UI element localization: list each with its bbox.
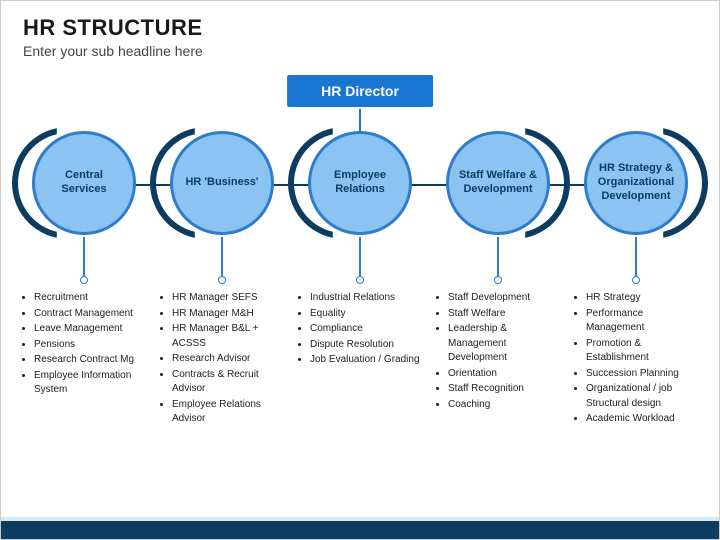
circle-node: Employee Relations (296, 131, 424, 284)
list-item: Contract Management (34, 307, 148, 322)
list-item: Academic Workload (586, 412, 700, 427)
list-item: Research Contract Mg (34, 353, 148, 368)
list-item: Equality (310, 307, 424, 322)
node-item-list: HR StrategyPerformance ManagementPromoti… (572, 291, 700, 428)
list-item: Staff Recognition (448, 382, 562, 397)
drop-connector (497, 237, 499, 277)
circle-label: Central Services (32, 131, 136, 235)
list-item: Orientation (448, 367, 562, 382)
node-item-list: Industrial RelationsEqualityComplianceDi… (296, 291, 424, 428)
list-item: Organizational / job Structural design (586, 382, 700, 411)
lists-row: RecruitmentContract ManagementLeave Mana… (1, 291, 719, 428)
drop-dot (632, 276, 640, 284)
node-item-list: HR Manager SEFSHR Manager M&HHR Manager … (158, 291, 286, 428)
drop-dot (356, 276, 364, 284)
drop-dot (218, 276, 226, 284)
org-diagram: HR Director Central Services HR 'Business… (1, 75, 719, 485)
circle-label: Employee Relations (308, 131, 412, 235)
list-item: HR Strategy (586, 291, 700, 306)
list-item: Staff Welfare (448, 307, 562, 322)
circle-node: HR Strategy & Organizational Development (572, 131, 700, 284)
circles-row: Central Services HR 'Business' Employee Re… (1, 131, 719, 284)
list-item: Staff Development (448, 291, 562, 306)
drop-dot (80, 276, 88, 284)
list-item: Performance Management (586, 307, 700, 336)
list-item: Employee Information System (34, 369, 148, 398)
list-item: Contracts & Recruit Advisor (172, 368, 286, 397)
list-item: Employee Relations Advisor (172, 398, 286, 427)
footer-bar (1, 521, 719, 539)
list-item: HR Manager B&L + ACSSS (172, 322, 286, 351)
header: HR STRUCTURE Enter your sub headline her… (1, 1, 719, 65)
drop-connector (83, 237, 85, 277)
circle-node: Central Services (20, 131, 148, 284)
list-item: Compliance (310, 322, 424, 337)
drop-connector (635, 237, 637, 277)
list-item: Pensions (34, 338, 148, 353)
list-item: HR Manager M&H (172, 307, 286, 322)
node-item-list: Staff DevelopmentStaff WelfareLeadership… (434, 291, 562, 428)
list-item: Recruitment (34, 291, 148, 306)
director-node: HR Director (287, 75, 433, 107)
list-item: HR Manager SEFS (172, 291, 286, 306)
list-item: Research Advisor (172, 352, 286, 367)
page-subtitle: Enter your sub headline here (23, 43, 697, 59)
circle-node: HR 'Business' (158, 131, 286, 284)
list-item: Coaching (448, 398, 562, 413)
circle-label: HR Strategy & Organizational Development (584, 131, 688, 235)
drop-connector (221, 237, 223, 277)
list-item: Dispute Resolution (310, 338, 424, 353)
node-item-list: RecruitmentContract ManagementLeave Mana… (20, 291, 148, 428)
page-title: HR STRUCTURE (23, 15, 697, 41)
circle-label: HR 'Business' (170, 131, 274, 235)
drop-dot (494, 276, 502, 284)
list-item: Leadership & Management Development (448, 322, 562, 366)
circle-node: Staff Welfare & Development (434, 131, 562, 284)
list-item: Succession Planning (586, 367, 700, 382)
list-item: Promotion & Establishment (586, 337, 700, 366)
drop-connector (359, 237, 361, 277)
list-item: Industrial Relations (310, 291, 424, 306)
list-item: Leave Management (34, 322, 148, 337)
director-connector (359, 109, 361, 131)
list-item: Job Evaluation / Grading (310, 353, 424, 368)
circle-label: Staff Welfare & Development (446, 131, 550, 235)
